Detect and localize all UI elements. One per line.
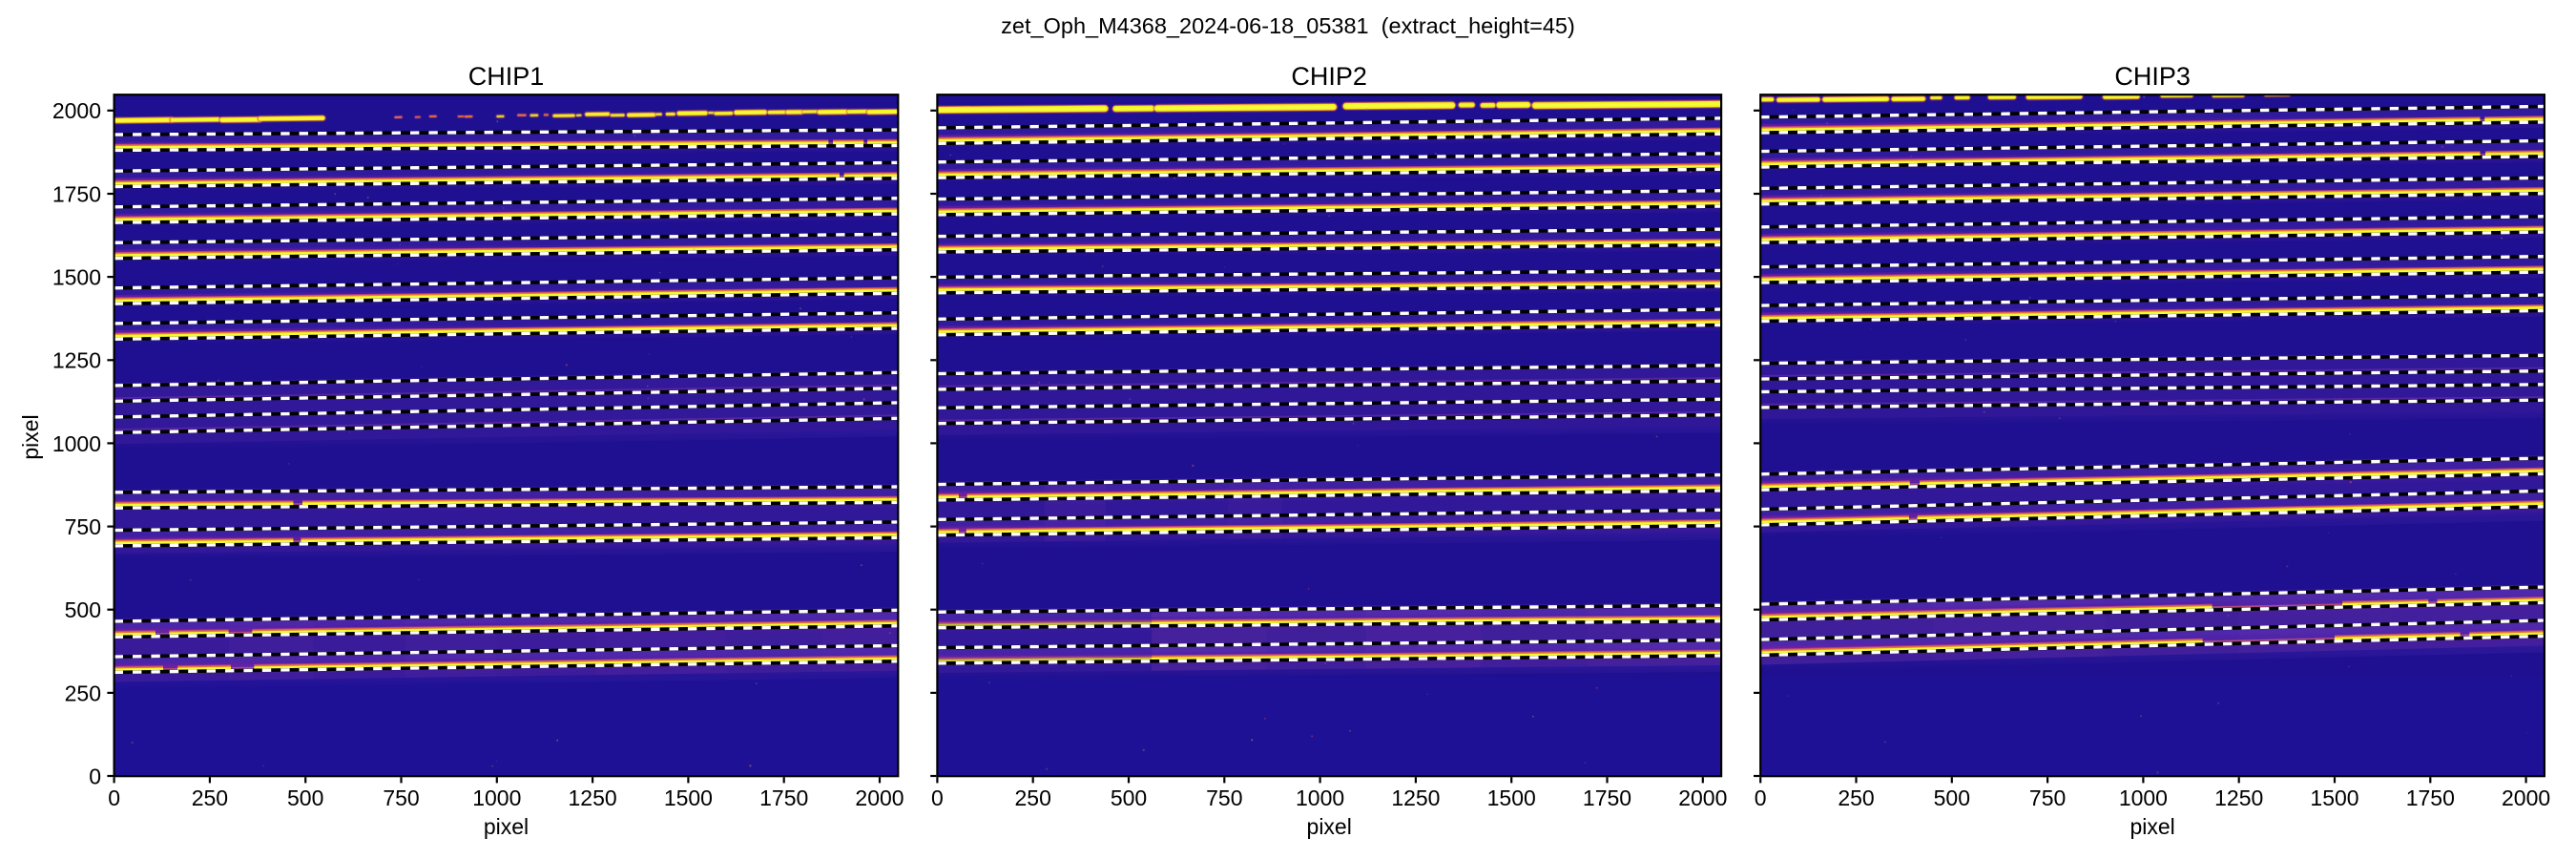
svg-text:750: 750: [2029, 786, 2066, 810]
svg-text:1500: 1500: [2310, 786, 2358, 810]
svg-text:1250: 1250: [1391, 786, 1440, 810]
svg-text:750: 750: [383, 786, 419, 810]
svg-text:2000: 2000: [855, 786, 904, 810]
svg-text:1500: 1500: [664, 786, 713, 810]
svg-text:750: 750: [65, 514, 101, 539]
svg-text:2000: 2000: [2502, 786, 2550, 810]
svg-text:1500: 1500: [1487, 786, 1536, 810]
svg-text:2000: 2000: [52, 98, 101, 123]
svg-text:1250: 1250: [2214, 786, 2263, 810]
svg-text:1000: 1000: [472, 786, 521, 810]
svg-text:500: 500: [287, 786, 323, 810]
svg-text:1750: 1750: [2406, 786, 2455, 810]
svg-text:0: 0: [931, 786, 944, 810]
svg-text:CHIP1: CHIP1: [468, 62, 545, 91]
svg-text:pixel: pixel: [2129, 814, 2174, 839]
svg-text:250: 250: [65, 681, 101, 705]
svg-text:pixel: pixel: [1307, 814, 1352, 839]
svg-text:500: 500: [1934, 786, 1970, 810]
svg-text:1000: 1000: [52, 431, 101, 456]
svg-text:0: 0: [108, 786, 120, 810]
svg-text:250: 250: [1015, 786, 1051, 810]
svg-text:500: 500: [65, 597, 101, 622]
svg-text:pixel: pixel: [18, 414, 43, 459]
svg-text:CHIP3: CHIP3: [2114, 62, 2191, 91]
svg-text:zet_Oph_M4368_2024-06-18_05381: zet_Oph_M4368_2024-06-18_05381 (extract_…: [1001, 13, 1575, 38]
svg-text:2000: 2000: [1678, 786, 1727, 810]
svg-text:250: 250: [192, 786, 228, 810]
svg-text:pixel: pixel: [484, 814, 529, 839]
svg-text:0: 0: [1755, 786, 1767, 810]
svg-text:1250: 1250: [52, 348, 101, 373]
svg-text:1000: 1000: [1296, 786, 1344, 810]
svg-text:250: 250: [1838, 786, 1874, 810]
svg-text:750: 750: [1206, 786, 1242, 810]
svg-text:1250: 1250: [569, 786, 617, 810]
svg-text:1750: 1750: [759, 786, 808, 810]
svg-text:1500: 1500: [52, 265, 101, 290]
svg-text:1750: 1750: [52, 181, 101, 206]
svg-text:CHIP2: CHIP2: [1291, 62, 1367, 91]
svg-text:500: 500: [1111, 786, 1147, 810]
svg-text:1750: 1750: [1583, 786, 1631, 810]
svg-text:0: 0: [89, 764, 101, 788]
svg-text:1000: 1000: [2119, 786, 2168, 810]
